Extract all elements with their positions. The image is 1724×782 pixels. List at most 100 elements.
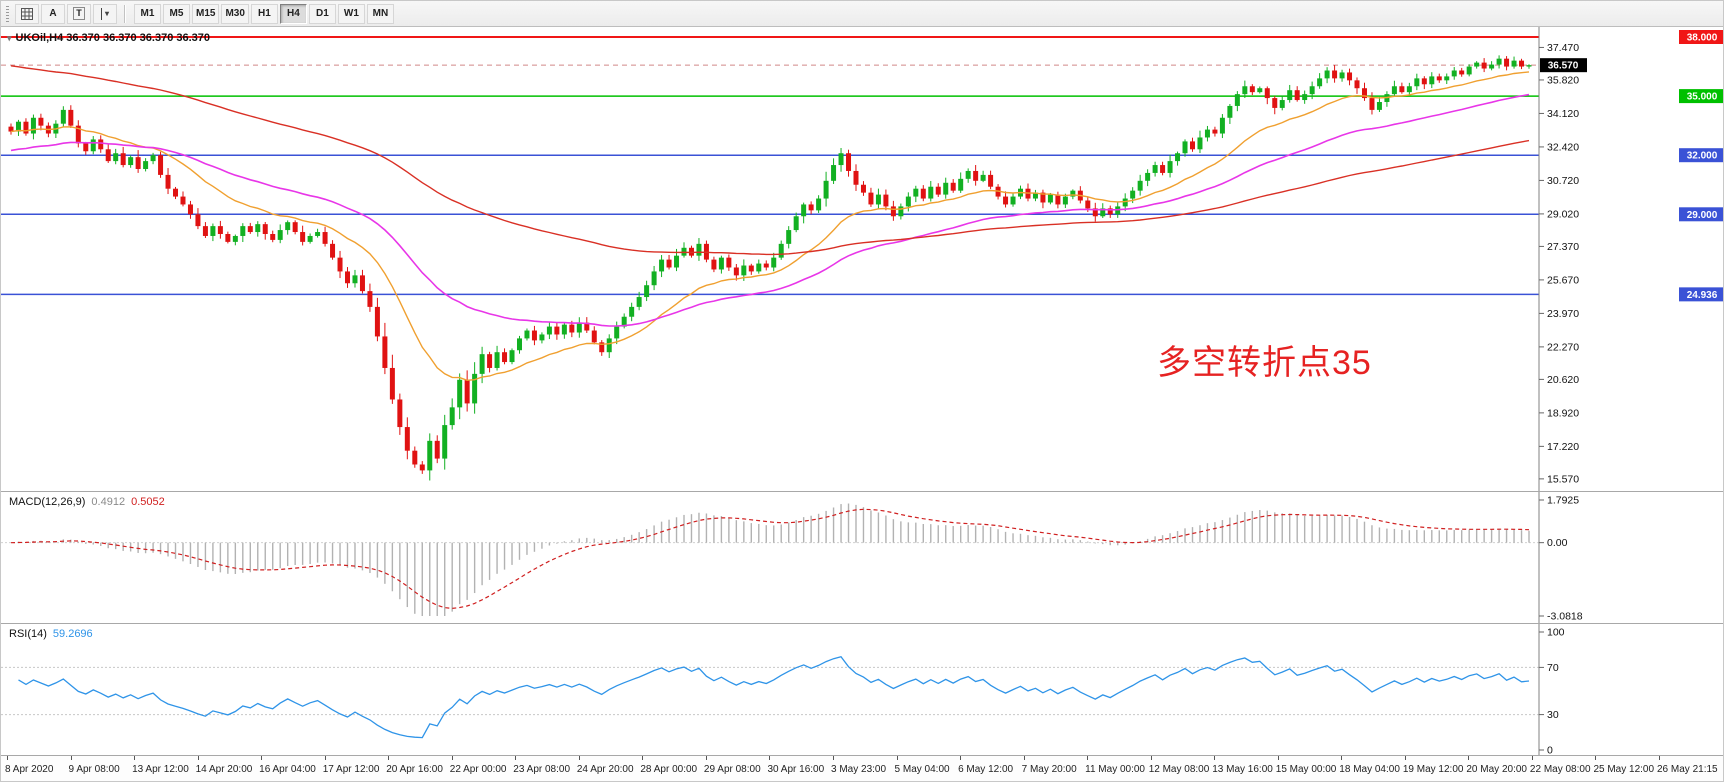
time-tick [1468,756,1470,760]
time-tick [388,756,390,760]
ma-fast-line [10,71,1530,382]
time-tick [1150,756,1152,760]
timeframe-button-d1[interactable]: D1 [308,3,336,24]
rsi-panel: 100 70 30 0 RSI(14) 59.2696 [1,623,1723,755]
price-chart-canvas[interactable]: 37.470 35.820 34.120 32.420 30.720 29.020 27.3… [1,27,1724,491]
macd-name: MACD(12,26,9) [9,496,86,508]
time-tick [578,756,580,760]
svg-text:27.370: 27.370 [1547,241,1579,253]
chevron-down-icon: ▾ [104,9,109,18]
time-axis-label: 29 Apr 08:00 [703,764,761,775]
timeframe-button-h4[interactable]: H4 [279,3,307,24]
toolbar: A T ▾ M1 M5 M15 M30 H1 H4 D1 W1 MN [1,1,1723,27]
svg-text:17.220: 17.220 [1547,441,1579,453]
rsi-line [18,655,1530,739]
current-price-badge [1540,58,1587,73]
rsi-canvas[interactable]: 100 70 30 0 [1,624,1724,755]
rsi-label: RSI(14) 59.2696 [9,628,99,640]
time-axis-label: 28 Apr 00:00 [640,764,698,775]
time-tick [896,756,898,760]
time-axis-label: 23 Apr 08:00 [513,764,571,775]
time-tick [642,756,644,760]
timeframe-button-mn[interactable]: MN [366,3,394,24]
vertical-line-icon [100,7,102,20]
time-tick [1214,756,1216,760]
timeframe-button-m15[interactable]: M15 [192,3,220,24]
line-tools-dropdown[interactable]: ▾ [93,3,117,24]
chart-grid-button[interactable] [15,3,39,24]
toolbar-drag-handle[interactable] [6,5,9,22]
macd-axis-label: 0.00 [1547,537,1568,549]
svg-text:35.000: 35.000 [1687,92,1718,103]
macd-axis-label: 1.7925 [1547,495,1579,507]
macd-axis-label: -3.0818 [1547,611,1583,623]
timeframe-button-m1[interactable]: M1 [134,3,161,24]
time-axis-label: 6 May 12:00 [958,764,1014,775]
time-tick [1277,756,1279,760]
time-axis-label: 3 May 23:00 [831,764,887,775]
annotation-text[interactable]: 多空转折点35 [1157,344,1372,382]
macd-label: MACD(12,26,9) 0.4912 0.5052 [9,496,171,508]
svg-text:35.820: 35.820 [1547,74,1579,86]
time-tick [134,756,136,760]
macd-canvas[interactable]: 1.7925 0.00 -3.0818 [1,492,1724,623]
time-axis-label: 19 May 12:00 [1402,764,1464,775]
text-tool-button[interactable]: T [67,3,91,24]
time-axis-label: 9 Apr 08:00 [68,764,120,775]
time-axis-label: 15 May 00:00 [1275,764,1337,775]
collapse-arrow-icon[interactable]: ▾ [7,33,12,43]
time-tick [833,756,834,760]
time-axis-label: 17 Apr 12:00 [322,764,380,775]
price-line-badge[interactable] [1679,89,1724,104]
chart-title: ▾ UKOil,H4 36.370 36.370 36.370 36.370 [7,32,210,44]
svg-text:32.420: 32.420 [1547,141,1579,153]
time-tick [1595,756,1597,760]
text-tool-glyph: T [73,7,85,20]
time-axis-label: 30 Apr 16:00 [767,764,825,775]
timeframe-button-m5[interactable]: M5 [163,3,190,24]
time-axis-label: 13 May 16:00 [1212,764,1273,775]
macd-signal-value: 0.5052 [131,496,165,508]
label-tool-button[interactable]: A [41,3,65,24]
time-tick [1341,756,1343,760]
macd-main-value: 0.4912 [91,496,126,508]
time-axis-label: 14 Apr 20:00 [195,764,253,775]
ma-mid-line [10,93,1530,327]
timeframe-button-m30[interactable]: M30 [221,3,249,24]
time-axis-label: 7 May 20:00 [1021,764,1077,775]
time-tick [1404,756,1406,760]
time-axis-label: 11 May 00:00 [1085,764,1145,775]
time-tick [705,756,707,760]
chart-title-text: UKOil,H4 36.370 36.370 36.370 36.370 [15,32,211,44]
svg-text:23.970: 23.970 [1547,308,1579,320]
time-tick [7,756,8,760]
svg-text:30.720: 30.720 [1547,175,1579,187]
svg-text:25.670: 25.670 [1547,274,1579,286]
svg-text:38.000: 38.000 [1687,33,1718,44]
rsi-name: RSI(14) [9,628,47,640]
price-line-badges: 38.000 35.000 32.000 29.000 24.936 [1679,30,1724,302]
ma-slow-line [10,65,1530,256]
time-tick [451,756,453,760]
price-line-badge[interactable] [1679,207,1724,222]
price-line-badge[interactable] [1679,148,1724,163]
time-tick [324,756,326,760]
time-tick [515,756,517,760]
time-tick [1023,756,1025,760]
price-axis-ticks: 37.470 35.820 34.120 32.420 30.720 29.020 27.3… [1539,42,1579,485]
price-line-badge[interactable] [1679,287,1724,302]
timeframe-button-w1[interactable]: W1 [337,3,365,24]
price-line-badge[interactable] [1679,30,1724,44]
time-tick [960,756,962,760]
time-axis-label: 5 May 04:00 [894,764,950,775]
timeframe-group: M1 M5 M15 M30 H1 H4 D1 W1 MN [133,3,395,24]
time-tick [1659,756,1660,760]
svg-text:37.470: 37.470 [1547,42,1579,54]
label-tool-glyph: A [49,8,57,19]
svg-text:20.620: 20.620 [1547,374,1579,386]
time-axis[interactable]: 8 Apr 2020 9 Apr 08:00 13 Apr 12:00 14 Apr … [1,755,1723,781]
time-tick [261,756,263,760]
macd-panel: 1.7925 0.00 -3.0818 MACD(12,26,9) 0.4912 0.5… [1,491,1723,623]
timeframe-button-h1[interactable]: H1 [250,3,278,24]
rsi-axis-label: 0 [1547,745,1553,756]
